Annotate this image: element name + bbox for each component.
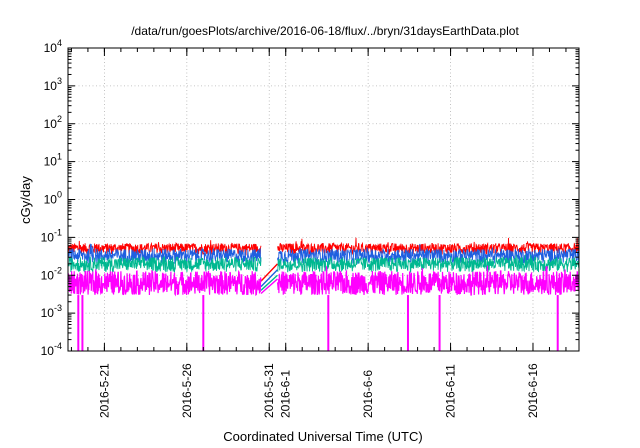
y-tick-label: 10-3: [41, 303, 62, 320]
series-gap-line: [260, 274, 278, 291]
y-tick-label: 10-4: [41, 341, 62, 358]
x-tick-label: 2016-5-21: [97, 363, 111, 418]
series-line: [67, 269, 262, 297]
series-line: [67, 240, 262, 256]
y-axis: 10-4 10-3 10-2 10-1 100 101 102 103 104: [41, 38, 579, 358]
series-line: [277, 237, 580, 255]
series-line: [67, 243, 262, 266]
grid: [68, 48, 579, 351]
series-line: [67, 256, 262, 274]
y-tick-label: 103: [44, 76, 62, 93]
y-tick-label: 102: [44, 114, 62, 131]
y-tick-label: 104: [44, 38, 62, 55]
x-tick-label: 2016-5-26: [180, 363, 194, 418]
x-tick-label: 2016-6-11: [444, 364, 458, 418]
y-tick-label: 100: [44, 190, 62, 207]
series-line: [276, 265, 580, 296]
x-tick-label: 2016-6-6: [361, 370, 375, 418]
series-gap-line: [260, 278, 278, 295]
x-tick-label: 2016-6-16: [526, 363, 540, 418]
x-axis: 2016-5-21 2016-5-26 2016-5-31 2016-6-1 2016-…: [70, 48, 567, 418]
series-gap-line: [260, 263, 278, 282]
y-tick-label: 101: [44, 152, 62, 169]
chart-title: /data/run/goesPlots/archive/2016-06-18/f…: [131, 24, 519, 38]
series-group: [67, 237, 580, 351]
x-tick-label: 2016-5-31: [262, 363, 276, 418]
series-line: [277, 254, 580, 273]
y-axis-label: cGy/day: [18, 176, 33, 224]
y-tick-label: 10-2: [41, 265, 62, 282]
y-tick-label: 10-1: [41, 227, 62, 244]
x-axis-label: Coordinated Universal Time (UTC): [223, 429, 422, 444]
series-gap-line: [260, 269, 278, 288]
series-line: [277, 243, 580, 266]
x-tick-label: 2016-6-1: [279, 370, 293, 418]
